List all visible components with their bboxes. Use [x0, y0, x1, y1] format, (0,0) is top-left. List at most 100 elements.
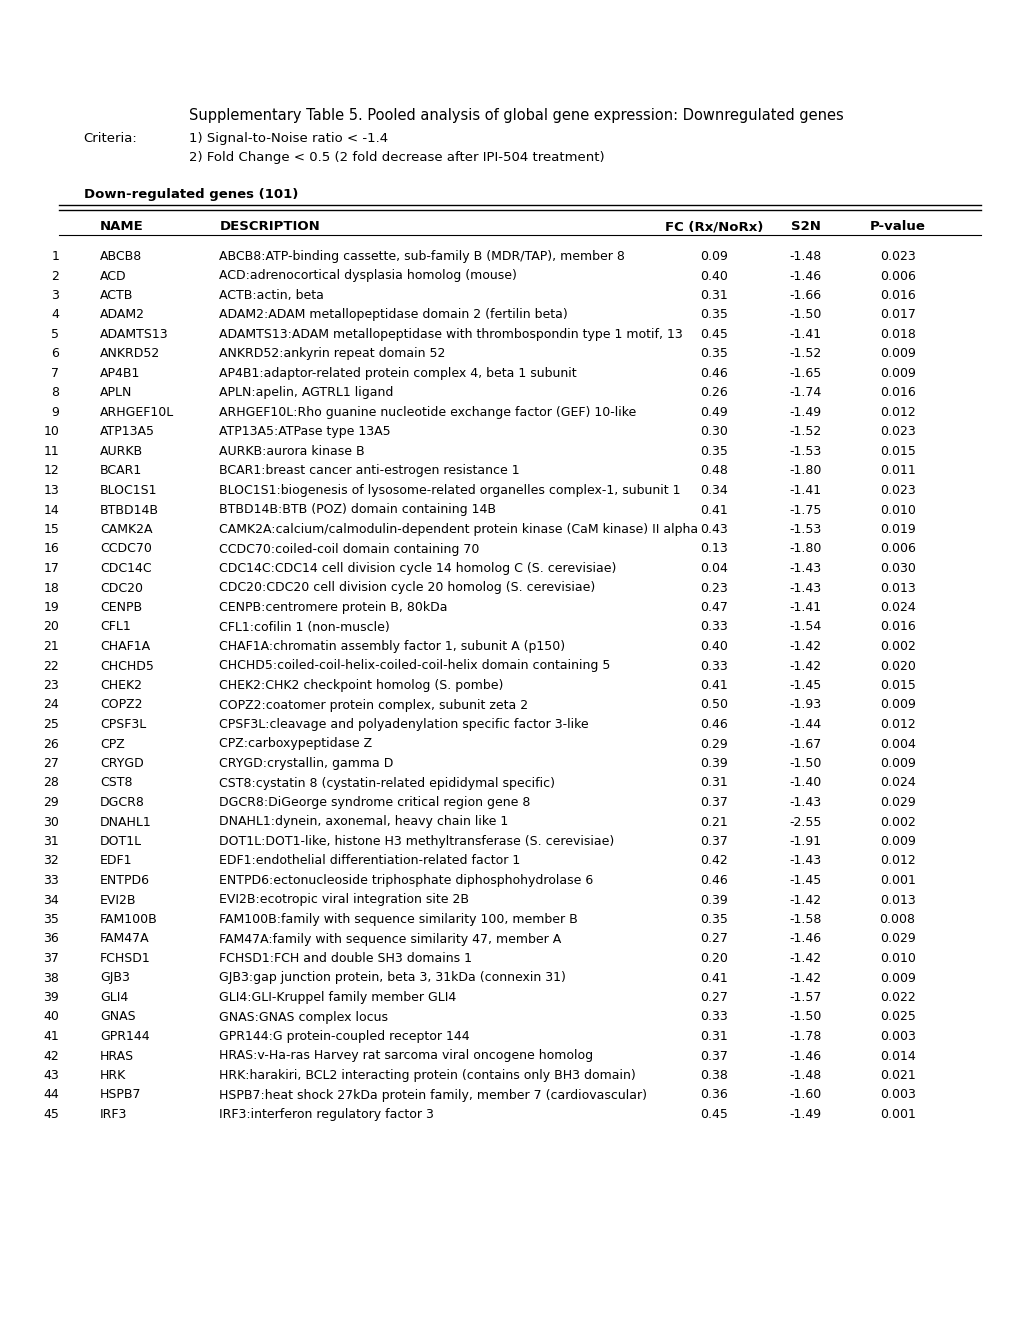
Text: GLI4: GLI4 [100, 991, 128, 1005]
Text: 0.42: 0.42 [699, 854, 728, 867]
Text: 40: 40 [43, 1011, 59, 1023]
Text: CHCHD5:coiled-coil-helix-coiled-coil-helix domain containing 5: CHCHD5:coiled-coil-helix-coiled-coil-hel… [219, 660, 610, 672]
Text: BLOC1S1:biogenesis of lysosome-related organelles complex-1, subunit 1: BLOC1S1:biogenesis of lysosome-related o… [219, 484, 680, 498]
Text: ANKRD52:ankyrin repeat domain 52: ANKRD52:ankyrin repeat domain 52 [219, 347, 445, 360]
Text: ADAMTS13: ADAMTS13 [100, 327, 168, 341]
Text: 41: 41 [44, 1030, 59, 1043]
Text: ENTPD6: ENTPD6 [100, 874, 150, 887]
Text: 0.002: 0.002 [878, 640, 915, 653]
Text: 35: 35 [43, 913, 59, 927]
Text: 0.40: 0.40 [699, 640, 728, 653]
Text: -1.66: -1.66 [789, 289, 821, 302]
Text: 38: 38 [43, 972, 59, 985]
Text: HSPB7: HSPB7 [100, 1089, 142, 1101]
Text: -1.43: -1.43 [789, 582, 821, 594]
Text: 0.45: 0.45 [699, 1107, 728, 1121]
Text: 0.023: 0.023 [878, 425, 915, 438]
Text: -1.80: -1.80 [789, 543, 821, 556]
Text: 13: 13 [44, 484, 59, 498]
Text: CRYGD:crystallin, gamma D: CRYGD:crystallin, gamma D [219, 756, 393, 770]
Text: -1.53: -1.53 [789, 523, 821, 536]
Text: S2N: S2N [790, 220, 820, 234]
Text: 14: 14 [44, 503, 59, 516]
Text: -1.50: -1.50 [789, 1011, 821, 1023]
Text: 0.006: 0.006 [878, 269, 915, 282]
Text: BCAR1:breast cancer anti-estrogen resistance 1: BCAR1:breast cancer anti-estrogen resist… [219, 465, 520, 478]
Text: DOT1L: DOT1L [100, 836, 142, 847]
Text: CFL1: CFL1 [100, 620, 130, 634]
Text: GPR144:G protein-coupled receptor 144: GPR144:G protein-coupled receptor 144 [219, 1030, 470, 1043]
Text: CHAF1A:chromatin assembly factor 1, subunit A (p150): CHAF1A:chromatin assembly factor 1, subu… [219, 640, 565, 653]
Text: CRYGD: CRYGD [100, 756, 144, 770]
Text: 0.37: 0.37 [699, 1049, 728, 1063]
Text: 0.36: 0.36 [699, 1089, 728, 1101]
Text: 30: 30 [43, 816, 59, 829]
Text: 7: 7 [51, 367, 59, 380]
Text: 0.029: 0.029 [878, 932, 915, 945]
Text: BCAR1: BCAR1 [100, 465, 142, 478]
Text: 2) Fold Change < 0.5 (2 fold decrease after IPI-504 treatment): 2) Fold Change < 0.5 (2 fold decrease af… [189, 150, 603, 164]
Text: 2: 2 [51, 269, 59, 282]
Text: 0.27: 0.27 [699, 932, 728, 945]
Text: 0.001: 0.001 [878, 874, 915, 887]
Text: 42: 42 [44, 1049, 59, 1063]
Text: P-value: P-value [869, 220, 924, 234]
Text: 0.012: 0.012 [878, 718, 915, 731]
Text: 0.35: 0.35 [699, 309, 728, 322]
Text: 0.04: 0.04 [699, 562, 728, 576]
Text: 0.001: 0.001 [878, 1107, 915, 1121]
Text: GJB3:gap junction protein, beta 3, 31kDa (connexin 31): GJB3:gap junction protein, beta 3, 31kDa… [219, 972, 566, 985]
Text: CST8:cystatin 8 (cystatin-related epididymal specific): CST8:cystatin 8 (cystatin-related epidid… [219, 776, 554, 789]
Text: 25: 25 [43, 718, 59, 731]
Text: -1.74: -1.74 [789, 387, 821, 400]
Text: 0.012: 0.012 [878, 407, 915, 418]
Text: 0.009: 0.009 [878, 698, 915, 711]
Text: 0.013: 0.013 [878, 582, 915, 594]
Text: -1.46: -1.46 [789, 269, 821, 282]
Text: DGCR8: DGCR8 [100, 796, 145, 809]
Text: 0.009: 0.009 [878, 347, 915, 360]
Text: ATP13A5:ATPase type 13A5: ATP13A5:ATPase type 13A5 [219, 425, 390, 438]
Text: 22: 22 [44, 660, 59, 672]
Text: -1.78: -1.78 [789, 1030, 821, 1043]
Text: 0.45: 0.45 [699, 327, 728, 341]
Text: -1.58: -1.58 [789, 913, 821, 927]
Text: -1.42: -1.42 [789, 894, 821, 907]
Text: -1.41: -1.41 [789, 601, 821, 614]
Text: 0.39: 0.39 [699, 894, 728, 907]
Text: CHAF1A: CHAF1A [100, 640, 150, 653]
Text: ARHGEF10L: ARHGEF10L [100, 407, 174, 418]
Text: 0.009: 0.009 [878, 367, 915, 380]
Text: 0.41: 0.41 [699, 678, 728, 692]
Text: -1.48: -1.48 [789, 1069, 821, 1082]
Text: DNAHL1: DNAHL1 [100, 816, 152, 829]
Text: 0.49: 0.49 [699, 407, 728, 418]
Text: -1.42: -1.42 [789, 972, 821, 985]
Text: -1.45: -1.45 [789, 678, 821, 692]
Text: ARHGEF10L:Rho guanine nucleotide exchange factor (GEF) 10-like: ARHGEF10L:Rho guanine nucleotide exchang… [219, 407, 636, 418]
Text: 0.21: 0.21 [699, 816, 728, 829]
Text: 0.010: 0.010 [878, 952, 915, 965]
Text: 0.37: 0.37 [699, 836, 728, 847]
Text: 4: 4 [51, 309, 59, 322]
Text: 10: 10 [43, 425, 59, 438]
Text: 0.35: 0.35 [699, 913, 728, 927]
Text: -1.42: -1.42 [789, 660, 821, 672]
Text: 26: 26 [44, 738, 59, 751]
Text: IRF3:interferon regulatory factor 3: IRF3:interferon regulatory factor 3 [219, 1107, 434, 1121]
Text: 9: 9 [51, 407, 59, 418]
Text: -1.60: -1.60 [789, 1089, 821, 1101]
Text: 17: 17 [43, 562, 59, 576]
Text: 0.30: 0.30 [699, 425, 728, 438]
Text: 0.004: 0.004 [878, 738, 915, 751]
Text: CFL1:cofilin 1 (non-muscle): CFL1:cofilin 1 (non-muscle) [219, 620, 389, 634]
Text: DESCRIPTION: DESCRIPTION [219, 220, 320, 234]
Text: CCDC70:coiled-coil domain containing 70: CCDC70:coiled-coil domain containing 70 [219, 543, 479, 556]
Text: -1.67: -1.67 [789, 738, 821, 751]
Text: 0.016: 0.016 [878, 289, 915, 302]
Text: 24: 24 [44, 698, 59, 711]
Text: ADAM2: ADAM2 [100, 309, 145, 322]
Text: GLI4:GLI-Kruppel family member GLI4: GLI4:GLI-Kruppel family member GLI4 [219, 991, 457, 1005]
Text: -1.80: -1.80 [789, 465, 821, 478]
Text: 1) Signal-to-Noise ratio < -1.4: 1) Signal-to-Noise ratio < -1.4 [189, 132, 387, 145]
